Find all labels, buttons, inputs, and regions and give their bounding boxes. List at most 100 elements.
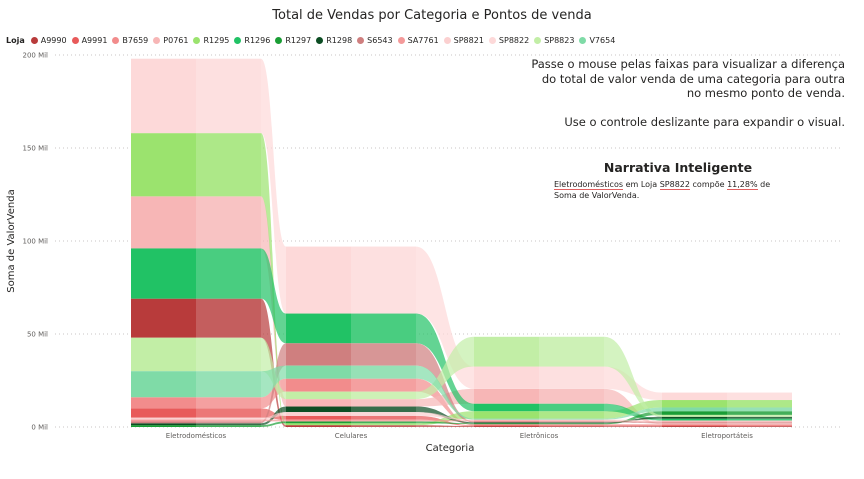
bar-segment-a9991[interactable] (286, 415, 416, 420)
legend-item-b7659[interactable]: B7659 (112, 36, 148, 45)
bar-segment-b7659[interactable] (131, 397, 261, 409)
bar-segment-p0761[interactable] (131, 196, 261, 249)
legend-item-v7654[interactable]: V7654 (579, 36, 615, 45)
bar-segment-p0761[interactable] (662, 423, 792, 425)
bar-segment-sa7761[interactable] (662, 421, 792, 423)
bar-segment-a9990[interactable] (662, 426, 792, 427)
bar-segment-r1295[interactable] (662, 400, 792, 408)
bar-segment-a9991[interactable] (662, 425, 792, 427)
bar-segment-a9990[interactable] (474, 426, 604, 427)
ribbon-sp8822[interactable] (416, 246, 474, 389)
ribbon-a9990[interactable] (604, 426, 662, 427)
ribbon-a9990[interactable] (261, 298, 286, 427)
ribbon-sa7761[interactable] (261, 419, 286, 422)
bar-segment-sa7761[interactable] (474, 420, 604, 422)
legend-item-r1296[interactable]: R1296 (234, 36, 270, 45)
bar-segment-b7659[interactable] (662, 424, 792, 426)
bar-segment-r1298[interactable] (474, 422, 604, 424)
ribbon-a9990[interactable] (416, 425, 474, 427)
bar-segment-b7659[interactable] (474, 424, 604, 426)
bar-segment-r1297[interactable] (286, 421, 416, 424)
bar-segment-sp8822[interactable] (131, 58, 261, 134)
bar-segment-r1298[interactable] (131, 423, 261, 426)
ribbon-sp8822[interactable] (261, 58, 286, 314)
bar-segment-b7659[interactable] (286, 378, 416, 392)
bar-segment-s6543[interactable] (474, 421, 604, 423)
narrative-category[interactable]: Eletrodomésticos (554, 180, 624, 190)
bar-segment-r1296[interactable] (286, 313, 416, 344)
ribbon-r1295[interactable] (604, 400, 662, 419)
bar-segment-sp8822[interactable] (286, 246, 416, 314)
bar-segment-r1297[interactable] (662, 411, 792, 415)
bar-segment-r1295[interactable] (286, 423, 416, 426)
legend-item-sa7761[interactable]: SA7761 (397, 36, 439, 45)
ribbon-sp8823[interactable] (416, 336, 474, 400)
bar-segment-sp8823[interactable] (474, 336, 604, 367)
legend-item-r1297[interactable]: R1297 (275, 36, 311, 45)
ribbon-r1297[interactable] (261, 421, 286, 427)
ribbon-sa7761[interactable] (604, 420, 662, 423)
ribbon-sp8821[interactable] (604, 419, 662, 422)
bar-segment-v7654[interactable] (662, 407, 792, 412)
bar-segment-a9991[interactable] (131, 408, 261, 418)
legend-item-sp8822[interactable]: SP8822 (488, 36, 529, 45)
ribbon-r1295[interactable] (261, 133, 286, 426)
ribbon-sa7761[interactable] (416, 419, 474, 422)
bar-segment-p0761[interactable] (286, 399, 416, 407)
bar-segment-sa7761[interactable] (131, 419, 261, 422)
bar-segment-s6543[interactable] (131, 421, 261, 424)
bar-segment-r1296[interactable] (662, 418, 792, 421)
bar-segment-a9990[interactable] (131, 298, 261, 338)
bar-segment-sp8821[interactable] (131, 417, 261, 420)
ribbon-a9991[interactable] (604, 425, 662, 427)
ribbon-r1297[interactable] (416, 421, 474, 425)
ribbon-sp8821[interactable] (416, 412, 474, 421)
bar-segment-sp8823[interactable] (662, 414, 792, 417)
bar-segment-sp8821[interactable] (662, 420, 792, 422)
ribbon-v7654[interactable] (261, 365, 286, 398)
bar-segment-s6543[interactable] (662, 422, 792, 424)
legend-item-r1298[interactable]: R1298 (316, 36, 352, 45)
ribbon-sp8821[interactable] (261, 412, 286, 420)
narrative-store[interactable]: SP8822 (659, 180, 690, 190)
ribbon-r1298[interactable] (416, 406, 474, 424)
narrative-percent[interactable]: 11,28% (727, 180, 758, 190)
bar-segment-sp8822[interactable] (662, 392, 792, 401)
ribbon-s6543[interactable] (416, 343, 474, 423)
ribbon-v7654[interactable] (604, 407, 662, 420)
bar-segment-r1297[interactable] (131, 425, 261, 427)
bar-segment-sp8823[interactable] (131, 337, 261, 372)
bar-segment-r1297[interactable] (474, 423, 604, 425)
bar-segment-r1296[interactable] (474, 403, 604, 412)
bar-segment-a9990[interactable] (286, 425, 416, 427)
legend-item-a9990[interactable]: A9990 (30, 36, 67, 45)
bar-segment-r1298[interactable] (662, 416, 792, 419)
legend-item-s6543[interactable]: S6543 (357, 36, 393, 45)
ribbon-r1296[interactable] (261, 248, 286, 344)
bar-segment-r1298[interactable] (286, 406, 416, 413)
bar-segment-v7654[interactable] (286, 365, 416, 379)
ribbon-r1296[interactable] (416, 313, 474, 412)
bar-segment-r1296[interactable] (131, 248, 261, 299)
bar-segment-sa7761[interactable] (286, 419, 416, 422)
bar-segment-r1295[interactable] (131, 133, 261, 197)
bar-segment-p0761[interactable] (474, 388, 604, 404)
bar-segment-sp8822[interactable] (474, 366, 604, 389)
legend-item-sp8821[interactable]: SP8821 (443, 36, 484, 45)
legend-item-p0761[interactable]: P0761 (153, 36, 188, 45)
ribbon-r1297[interactable] (604, 411, 662, 425)
bar-segment-sp8823[interactable] (286, 391, 416, 400)
ribbon-v7654[interactable] (416, 365, 474, 420)
ribbon-b7659[interactable] (604, 424, 662, 426)
bar-segment-sp8821[interactable] (286, 412, 416, 416)
bar-segment-a9991[interactable] (474, 425, 604, 427)
bar-segment-v7654[interactable] (131, 371, 261, 398)
bar-segment-s6543[interactable] (286, 343, 416, 366)
bar-segment-v7654[interactable] (474, 418, 604, 420)
ribbon-s6543[interactable] (604, 421, 662, 424)
legend-item-a9991[interactable]: A9991 (71, 36, 107, 45)
bar-segment-sp8821[interactable] (474, 419, 604, 421)
legend-item-sp8823[interactable]: SP8823 (534, 36, 574, 45)
bar-segment-r1295[interactable] (474, 411, 604, 419)
ribbon-sp8823[interactable] (604, 336, 662, 417)
